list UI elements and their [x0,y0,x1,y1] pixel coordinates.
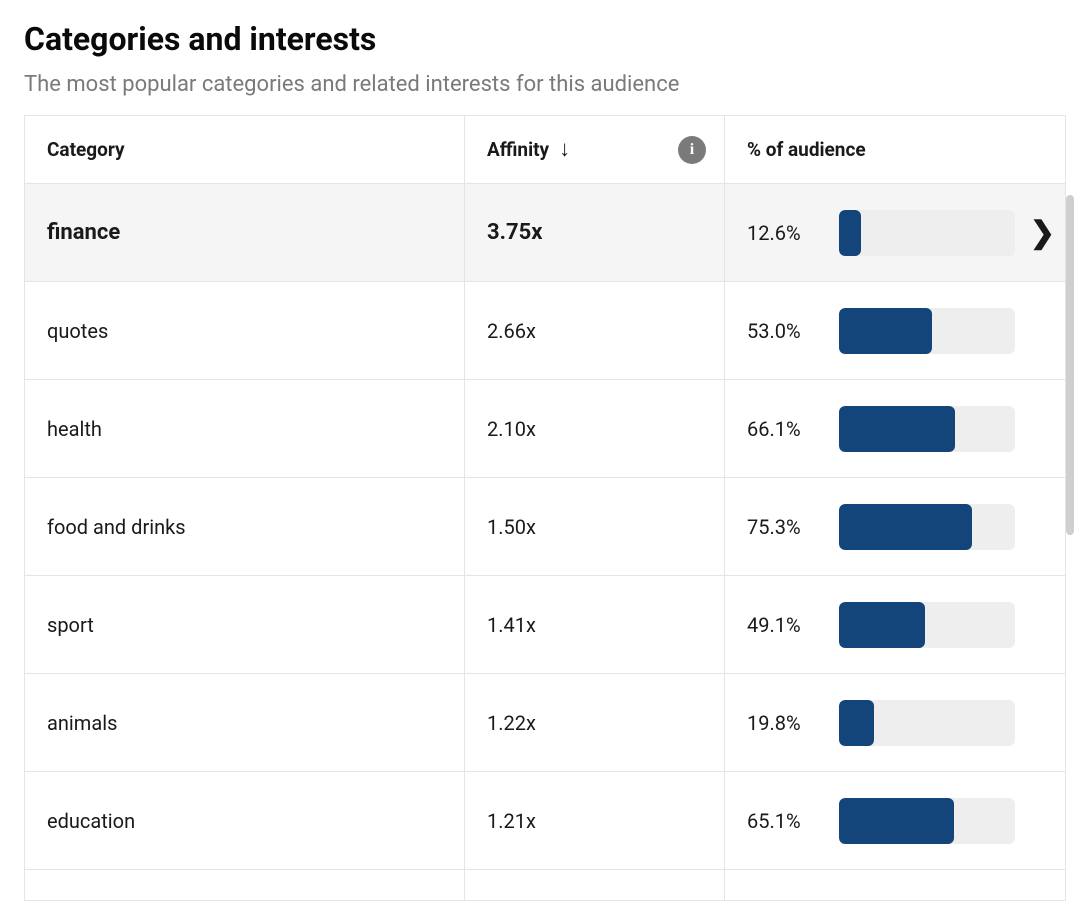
audience-bar-track [839,700,1015,746]
audience-bar-track [839,406,1015,452]
audience-bar-track [839,308,1015,354]
column-header-affinity-label: Affinity [487,138,549,161]
audience-cell: 19.8% [725,674,1065,771]
table-header-row: Category Affinity ↓ i % of audience [25,116,1065,184]
affinity-cell: 1.21x [465,772,725,869]
audience-percent-label: 19.8% [747,711,821,735]
audience-cell: 65.1% [725,772,1065,869]
audience-bar-track [839,504,1015,550]
table-row[interactable]: health2.10x 66.1% [25,380,1065,478]
column-header-audience-label: % of audience [747,138,866,161]
audience-percent-label: 75.3% [747,515,821,539]
audience-percent-label: 53.0% [747,319,821,343]
audience-cell: 12.6% [725,184,1065,281]
audience-bar-fill [839,700,874,746]
affinity-cell: 1.41x [465,576,725,673]
table-row[interactable]: sport1.41x 49.1% [25,576,1065,674]
sort-descending-icon: ↓ [559,139,570,161]
audience-bar-track [839,798,1015,844]
column-header-affinity[interactable]: Affinity ↓ i [465,116,725,183]
chevron-right-icon[interactable]: ❯ [1030,215,1055,250]
affinity-cell: 2.10x [465,380,725,477]
categories-table: Category Affinity ↓ i % of audience fina… [24,115,1066,901]
audience-cell: 75.3% [725,478,1065,575]
audience-cell: 53.0% [725,282,1065,379]
affinity-cell: 1.50x [465,478,725,575]
audience-bar-fill [839,602,925,648]
audience-percent-label: 65.1% [747,809,821,833]
audience-bar-fill [839,406,955,452]
column-header-audience[interactable]: % of audience [725,116,1065,183]
table-row[interactable]: finance3.75x 12.6% ❯ [25,184,1065,282]
table-row[interactable]: food and drinks1.50x 75.3% [25,478,1065,576]
audience-cell: 66.1% [725,380,1065,477]
scrollbar-thumb[interactable] [1066,195,1074,535]
audience-bar-track [839,602,1015,648]
category-cell: animals [25,674,465,771]
audience-percent-label: 66.1% [747,417,821,441]
audience-percent-label: 49.1% [747,613,821,637]
table-row[interactable]: education1.21x 65.1% [25,772,1065,870]
table-row[interactable]: animals1.22x 19.8% [25,674,1065,772]
category-cell: finance [25,184,465,281]
audience-percent-label: 12.6% [747,221,821,245]
audience-bar-fill [839,308,932,354]
category-cell: education [25,772,465,869]
audience-bar-fill [839,798,954,844]
affinity-cell: 1.22x [465,674,725,771]
info-icon[interactable]: i [678,136,706,164]
column-header-category-label: Category [47,138,125,161]
audience-cell: 49.1% [725,576,1065,673]
column-header-category[interactable]: Category [25,116,465,183]
affinity-cell: 2.66x [465,282,725,379]
audience-bar-fill [839,210,861,256]
page-subtitle: The most popular categories and related … [24,72,1066,97]
page-title: Categories and interests [24,20,1066,58]
category-cell: food and drinks [25,478,465,575]
category-cell: sport [25,576,465,673]
categories-table-wrap: Category Affinity ↓ i % of audience fina… [24,115,1066,901]
audience-bar-fill [839,504,972,550]
table-row[interactable]: quotes2.66x 53.0% [25,282,1065,380]
table-body: finance3.75x 12.6% ❯ quotes2.66x 53.0% health… [25,184,1065,900]
category-cell: health [25,380,465,477]
audience-bar-track [839,210,1015,256]
affinity-cell: 3.75x [465,184,725,281]
table-row-partial [25,870,1065,900]
category-cell: quotes [25,282,465,379]
